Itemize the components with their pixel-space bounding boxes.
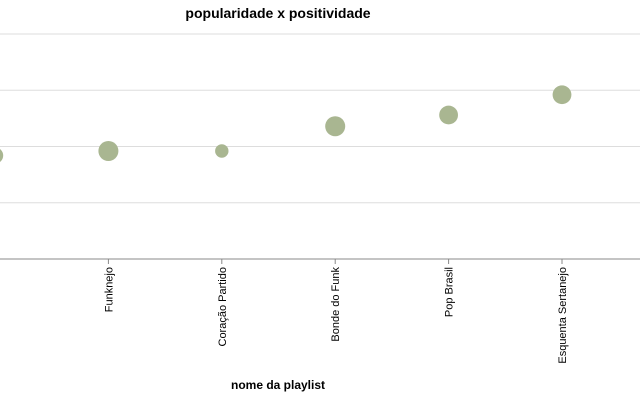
data-point[interactable]	[98, 141, 119, 161]
chart-title: popularidade x positividade	[185, 5, 370, 21]
x-tick-label: Esquenta Sertanejo	[557, 267, 569, 364]
data-point[interactable]	[552, 85, 572, 105]
x-tick-label: Funknejo	[103, 267, 115, 312]
x-tick-label: Coração Partido	[217, 267, 229, 347]
gridlines	[0, 33, 640, 204]
data-point[interactable]	[0, 147, 4, 163]
x-axis-ticks: Funknejo Coração Partido Bonde do Funk Pop …	[103, 259, 569, 364]
x-tick-label: Pop Brasil	[444, 267, 456, 317]
data-point[interactable]	[215, 144, 229, 158]
data-points	[0, 85, 572, 163]
data-point[interactable]	[325, 116, 346, 137]
x-tick-label: Bonde do Funk	[330, 267, 342, 342]
data-point[interactable]	[439, 105, 458, 125]
x-axis-title: nome da playlist	[231, 378, 325, 392]
